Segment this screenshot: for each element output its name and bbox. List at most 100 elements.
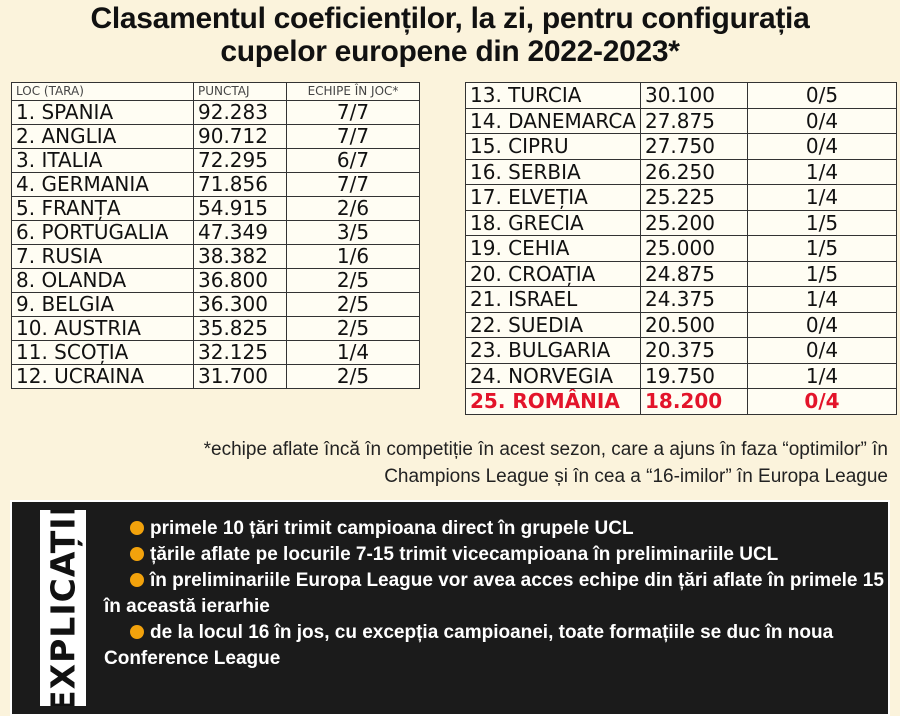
table-row: 12. UCRAINA 31.700 2/5: [11, 364, 420, 389]
explanation-text: țările aflate pe locurile 7-15 trimit vi…: [150, 544, 779, 565]
points-cell: 25.000: [639, 235, 748, 262]
bullet-icon: [130, 521, 144, 535]
explanation-text: de la locul 16 în jos, cu excepția campi…: [104, 622, 834, 669]
points-cell: 71.856: [193, 172, 287, 197]
teams-cell: 1/4: [746, 286, 897, 313]
table-row: 7. RUSIA 38.382 1/6: [11, 244, 420, 269]
points-cell: 24.375: [639, 286, 748, 313]
teams-cell: 6/7: [286, 148, 420, 173]
country-cell: 22. SUEDIA: [465, 311, 641, 338]
footnote: *echipe aflate încă în competiție în ace…: [8, 436, 888, 490]
country-cell: 7. RUSIA: [11, 244, 194, 269]
header-punctaj: PUNCTAJ: [193, 82, 287, 101]
points-cell: 18.200: [639, 388, 748, 415]
header-loc: LOC (TARA): [11, 82, 194, 101]
country-cell: 11. SCOȚIA: [11, 340, 194, 365]
points-cell: 20.375: [639, 337, 748, 364]
teams-cell: 1/4: [746, 158, 897, 185]
points-cell: 24.875: [639, 260, 748, 287]
teams-cell: 7/7: [286, 100, 420, 125]
country-cell: 14. DANEMARCA: [465, 107, 641, 134]
explanation-item: de la locul 16 în jos, cu excepția campi…: [104, 620, 884, 672]
country-cell: 21. ISRAEL: [465, 286, 641, 313]
table-row: 8. OLANDA 36.800 2/5: [11, 268, 420, 293]
points-cell: 92.283: [193, 100, 287, 125]
points-cell: 38.382: [193, 244, 287, 269]
country-cell: 20. CROAȚIA: [465, 260, 641, 287]
title-line-2: cupelor europene din 2022-2023*: [220, 35, 680, 68]
teams-cell: 0/4: [746, 311, 897, 338]
table-row: 6. PORTUGALIA 47.349 3/5: [11, 220, 420, 245]
country-cell: 6. PORTUGALIA: [11, 220, 194, 245]
country-cell: 8. OLANDA: [11, 268, 194, 293]
teams-cell: 2/5: [286, 268, 420, 293]
teams-cell: 0/5: [746, 82, 897, 109]
title-line-1: Clasamentul coeficienților, la zi, pentr…: [90, 2, 810, 35]
country-cell: 15. CIPRU: [465, 133, 641, 160]
page-title: Clasamentul coeficienților, la zi, pentr…: [0, 2, 900, 68]
points-cell: 26.250: [639, 158, 748, 185]
points-cell: 25.225: [639, 184, 748, 211]
explanations-box: EXPLICAȚII primele 10 țări trimit campio…: [10, 500, 890, 716]
table-row: 13. TURCIA 30.100 0/5: [465, 82, 897, 109]
table-row: 5. FRANȚA 54.915 2/6: [11, 196, 420, 221]
country-cell: 25. ROMÂNIA: [465, 388, 641, 415]
points-cell: 36.300: [193, 292, 287, 317]
bullet-icon: [130, 547, 144, 561]
points-cell: 90.712: [193, 124, 287, 149]
country-cell: 12. UCRAINA: [11, 364, 194, 389]
bullet-icon: [130, 625, 144, 639]
country-cell: 18. GRECIA: [465, 209, 641, 236]
table-row: 14. DANEMARCA 27.875 0/4: [465, 107, 897, 134]
bullet-icon: [130, 573, 144, 587]
teams-cell: 7/7: [286, 172, 420, 197]
country-cell: 3. ITALIA: [11, 148, 194, 173]
table-row: 4. GERMANIA 71.856 7/7: [11, 172, 420, 197]
table-row: 9. BELGIA 36.300 2/5: [11, 292, 420, 317]
points-cell: 31.700: [193, 364, 287, 389]
points-cell: 47.349: [193, 220, 287, 245]
country-cell: 24. NORVEGIA: [465, 362, 641, 389]
explanation-text: primele 10 țări trimit campioana direct …: [150, 518, 634, 539]
teams-cell: 0/4: [746, 337, 897, 364]
table-row: 11. SCOȚIA 32.125 1/4: [11, 340, 420, 365]
teams-cell: 2/6: [286, 196, 420, 221]
teams-cell: 2/5: [286, 364, 420, 389]
footnote-line-1: *echipe aflate încă în competiție în ace…: [203, 439, 888, 460]
points-cell: 72.295: [193, 148, 287, 173]
table-row: 10. AUSTRIA 35.825 2/5: [11, 316, 420, 341]
table-row: 15. CIPRU 27.750 0/4: [465, 133, 897, 160]
table-row: 3. ITALIA 72.295 6/7: [11, 148, 420, 173]
footnote-line-2: Champions League și în cea a “16-imilor”…: [384, 466, 888, 487]
teams-cell: 1/5: [746, 209, 897, 236]
country-cell: 16. SERBIA: [465, 158, 641, 185]
teams-cell: 1/6: [286, 244, 420, 269]
teams-cell: 1/4: [746, 184, 897, 211]
points-cell: 30.100: [639, 82, 748, 109]
explanation-item: țările aflate pe locurile 7-15 trimit vi…: [104, 542, 884, 568]
explanations-title: EXPLICAȚII: [43, 510, 83, 706]
points-cell: 27.750: [639, 133, 748, 160]
table-row: 19. CEHIA 25.000 1/5: [465, 235, 897, 262]
table-row: 24. NORVEGIA 19.750 1/4: [465, 362, 897, 389]
teams-cell: 0/4: [746, 107, 897, 134]
table-row: 16. SERBIA 26.250 1/4: [465, 158, 897, 185]
points-cell: 20.500: [639, 311, 748, 338]
points-cell: 19.750: [639, 362, 748, 389]
table-row: 23. BULGARIA 20.375 0/4: [465, 337, 897, 364]
country-cell: 9. BELGIA: [11, 292, 194, 317]
explanation-item: primele 10 țări trimit campioana direct …: [104, 516, 884, 542]
teams-cell: 1/4: [746, 362, 897, 389]
table-row: 2. ANGLIA 90.712 7/7: [11, 124, 420, 149]
teams-cell: 3/5: [286, 220, 420, 245]
teams-cell: 0/4: [746, 133, 897, 160]
teams-cell: 1/4: [286, 340, 420, 365]
explanation-item: în preliminariile Europa League vor avea…: [104, 568, 884, 620]
table-row: 1. SPANIA 92.283 7/7: [11, 100, 420, 125]
table-header-row: LOC (TARA) PUNCTAJ ECHIPE ÎN JOC*: [11, 82, 420, 101]
explanation-text: în preliminariile Europa League vor avea…: [104, 570, 884, 617]
country-cell: 4. GERMANIA: [11, 172, 194, 197]
country-cell: 23. BULGARIA: [465, 337, 641, 364]
explanations-title-box: EXPLICAȚII: [40, 510, 86, 706]
teams-cell: 2/5: [286, 292, 420, 317]
